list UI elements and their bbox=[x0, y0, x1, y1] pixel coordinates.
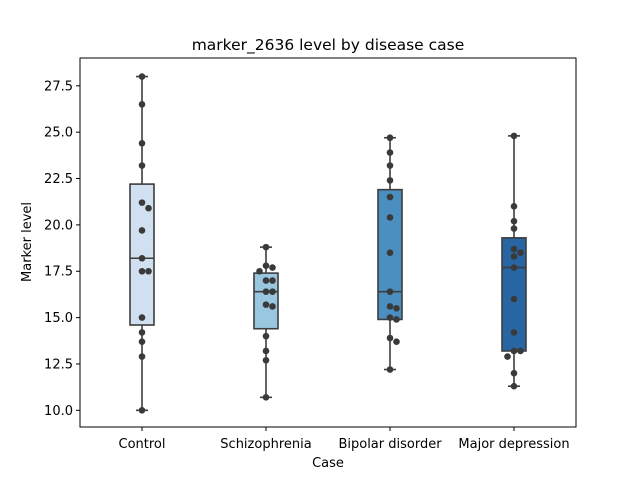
data-point bbox=[256, 267, 263, 275]
data-point bbox=[510, 347, 518, 355]
y-tick-label: 12.5 bbox=[44, 357, 73, 372]
data-point bbox=[262, 277, 270, 284]
data-point bbox=[510, 382, 518, 390]
data-point bbox=[510, 329, 518, 336]
data-point bbox=[510, 264, 518, 271]
box-group bbox=[129, 75, 155, 412]
data-point bbox=[138, 338, 146, 346]
x-tick-label: Schizophrenia bbox=[220, 437, 311, 452]
plot-frame bbox=[79, 57, 577, 428]
data-point bbox=[138, 199, 146, 206]
data-point bbox=[386, 162, 394, 169]
data-point bbox=[510, 132, 518, 140]
data-point bbox=[386, 193, 394, 201]
data-point bbox=[262, 332, 270, 340]
data-point bbox=[269, 303, 276, 310]
data-point bbox=[138, 407, 146, 414]
data-point bbox=[393, 338, 400, 346]
data-point bbox=[145, 267, 152, 275]
data-point bbox=[386, 288, 394, 295]
data-point bbox=[145, 204, 152, 212]
data-point bbox=[510, 253, 518, 260]
data-point bbox=[262, 288, 270, 295]
data-point bbox=[138, 329, 146, 336]
data-point bbox=[262, 243, 270, 251]
data-point bbox=[262, 394, 270, 401]
data-point bbox=[138, 162, 146, 169]
data-point bbox=[262, 347, 270, 355]
data-point bbox=[269, 264, 276, 271]
data-point bbox=[386, 303, 394, 310]
data-point bbox=[269, 277, 276, 284]
data-point bbox=[138, 73, 146, 80]
data-point bbox=[510, 203, 518, 210]
y-axis: 10.0 12.5 15.0 17.5 20.0 22.5 25.0 27.5 bbox=[44, 79, 80, 419]
y-tick-label: 22.5 bbox=[44, 172, 73, 187]
x-axis-title: Case bbox=[312, 456, 344, 471]
data-point bbox=[262, 301, 270, 308]
data-point bbox=[262, 262, 270, 269]
data-point bbox=[386, 366, 394, 373]
x-tick-label: Bipolar disorder bbox=[338, 437, 442, 452]
data-point bbox=[262, 356, 270, 364]
data-point bbox=[510, 369, 518, 377]
y-tick-label: 10.0 bbox=[44, 404, 73, 419]
data-point bbox=[386, 249, 394, 256]
data-point bbox=[517, 249, 524, 256]
chart-title: marker_2636 level by disease case bbox=[192, 36, 465, 55]
data-point bbox=[517, 347, 524, 355]
data-point bbox=[393, 316, 400, 323]
plot-area bbox=[129, 73, 527, 414]
x-axis: Control Schizophrenia Bipolar disorder Majo… bbox=[119, 427, 570, 452]
data-point bbox=[138, 227, 146, 234]
y-tick-label: 25.0 bbox=[44, 126, 73, 141]
data-point bbox=[269, 288, 276, 295]
data-point bbox=[138, 267, 146, 275]
data-point bbox=[138, 353, 146, 360]
x-tick-label: Control bbox=[119, 437, 166, 452]
data-point bbox=[510, 295, 518, 303]
data-point bbox=[138, 314, 146, 321]
data-point bbox=[386, 134, 394, 142]
y-tick-label: 17.5 bbox=[44, 265, 73, 280]
y-axis-title: Marker level bbox=[20, 202, 35, 282]
data-point bbox=[138, 139, 146, 147]
data-point bbox=[386, 177, 394, 184]
data-point bbox=[510, 225, 518, 232]
y-tick-label: 15.0 bbox=[44, 311, 73, 326]
data-point bbox=[510, 217, 518, 225]
data-point bbox=[138, 254, 146, 262]
data-point bbox=[138, 101, 146, 108]
x-tick-label: Major depression bbox=[458, 437, 569, 452]
y-tick-label: 27.5 bbox=[44, 79, 73, 94]
data-point bbox=[386, 334, 394, 342]
data-point bbox=[393, 305, 400, 312]
y-tick-label: 20.0 bbox=[44, 218, 73, 233]
data-point bbox=[386, 314, 394, 321]
data-point bbox=[386, 214, 394, 221]
data-point bbox=[386, 149, 394, 156]
data-point bbox=[504, 353, 511, 360]
data-point bbox=[510, 245, 518, 253]
